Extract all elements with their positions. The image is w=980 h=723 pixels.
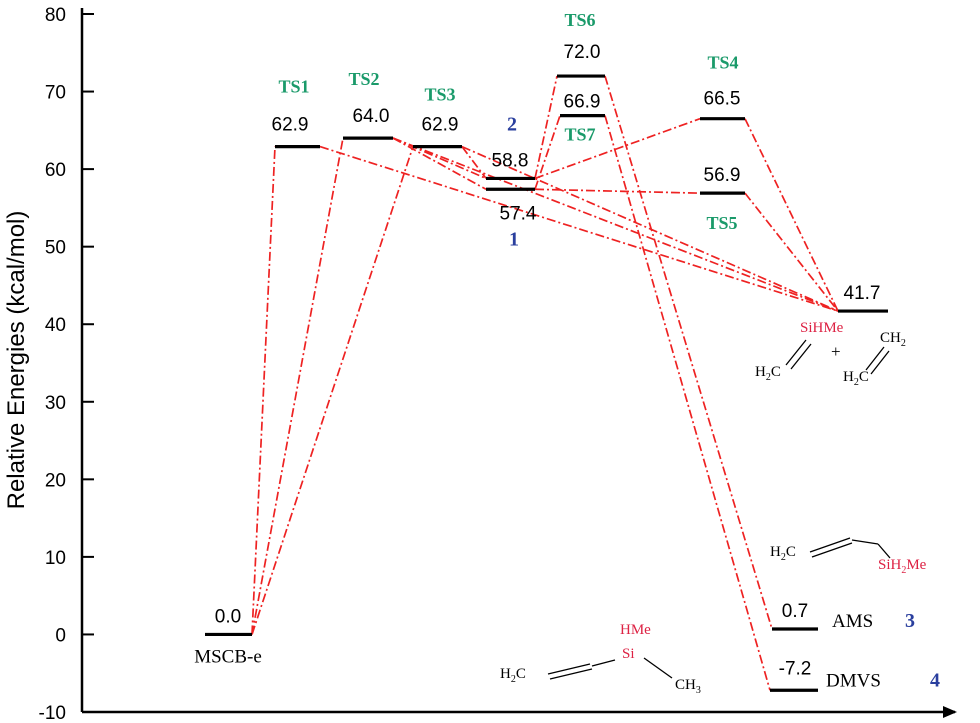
level-name-ts3-0: TS3	[424, 85, 455, 105]
level-value-ts2: 64.0	[353, 106, 390, 127]
level-value-ts7: 66.9	[564, 92, 601, 113]
dmvs-h2c-label: H2C	[500, 666, 526, 685]
y-tick-label: 30	[45, 393, 66, 414]
level-name-ts2-0: TS2	[348, 69, 379, 89]
level-value-ts5: 56.9	[704, 165, 741, 186]
ethylene-bottom-label: H2C	[843, 369, 869, 388]
level-name-ts6-0: TS6	[564, 10, 595, 30]
level-value-dmvs: -7.2	[779, 658, 812, 679]
level-name-dmvs-1: 4	[930, 669, 940, 691]
ams-si-label: SiH2Me	[878, 557, 927, 576]
y-tick-label: 40	[45, 315, 66, 336]
level-name-ams-0: AMS	[832, 611, 873, 632]
level-value-p41: 41.7	[844, 283, 881, 304]
path-connector-i1-ts7	[534, 115, 561, 190]
path-connector-ts2-p41	[392, 137, 839, 312]
dmvs-ch3-label: CH3	[675, 677, 701, 696]
reaction-path-lines	[251, 75, 839, 691]
ams-double-bond-2	[811, 542, 853, 558]
level-name-i1-0: 1	[509, 228, 519, 250]
dmvs-single-bond-2	[643, 657, 673, 679]
level-value-ts1: 62.9	[272, 115, 309, 136]
path-connector-mscb-ts3	[251, 146, 414, 635]
structure-silene-ethylene: SiHMe H2C + CH2 H2C	[755, 320, 906, 388]
level-name-ts4-0: TS4	[707, 53, 738, 73]
y-tick-label: 20	[45, 470, 66, 491]
level-name-mscb-0: MSCB-e	[194, 646, 262, 667]
dmvs-hme-label: HMe	[620, 622, 651, 638]
path-connector-ts4-p41	[744, 118, 839, 312]
ethylene-double-bond-2	[870, 350, 890, 375]
ams-h2c-label: H2C	[770, 544, 796, 563]
level-value-ts6: 72.0	[564, 42, 601, 63]
path-connector-mscb-ts1	[251, 146, 276, 635]
silene-double-bond-2	[790, 343, 812, 370]
species-name-labels: MSCB-e TS1 TS2 TS3 2 1 TS6 TS7 TS4 TS5 AMS 3 DMVS 4	[194, 10, 940, 691]
level-value-ts3: 62.9	[422, 115, 459, 136]
silene-double-bond-1	[785, 339, 807, 366]
dmvs-double-bond-1	[547, 663, 591, 675]
path-connector-ts5-p41	[744, 192, 839, 312]
dmvs-double-bond-2	[549, 668, 593, 680]
ams-single-bond-1	[851, 539, 879, 545]
level-value-ams: 0.7	[782, 601, 808, 622]
path-connector-ts2-i1	[392, 137, 487, 191]
path-connector-i1-ts5	[534, 188, 701, 195]
level-name-ts5-0: TS5	[706, 213, 737, 233]
y-axis-label: Relative Energies (kcal/mol)	[3, 211, 30, 510]
y-tick-label: 10	[45, 548, 66, 569]
energy-levels	[205, 74, 888, 692]
y-tick-label: -10	[39, 703, 66, 723]
y-tick-label: 50	[45, 238, 66, 259]
level-value-i1: 57.4	[500, 203, 537, 224]
y-tick-label: 60	[45, 160, 66, 181]
path-connector-i2-ts6	[534, 75, 558, 179]
path-connector-ts3-p41	[461, 145, 839, 312]
y-tick-label: 0	[55, 625, 66, 646]
path-connector-ts3-i2	[461, 146, 487, 179]
structure-dmvs: H2C HMe Si CH3	[500, 622, 701, 696]
ams-single-bond-2	[877, 543, 891, 559]
dmvs-single-bond-1	[591, 659, 616, 667]
path-connector-ts7-dmvs	[604, 115, 771, 691]
dmvs-si-label: Si	[622, 646, 635, 662]
level-name-ts7-0: TS7	[564, 125, 595, 145]
y-axis-ticks: 80 70 60 50 40 30 20 10 0 -10	[39, 5, 94, 723]
path-connector-ts2-i2	[392, 137, 487, 180]
silene-ch2-label: H2C	[755, 364, 781, 383]
silene-si-label: SiHMe	[800, 320, 844, 336]
structure-ams: H2C SiH2Me	[770, 537, 927, 576]
level-value-mscb: 0.0	[215, 606, 241, 627]
level-name-i2-0: 2	[507, 113, 517, 135]
level-name-dmvs-0: DMVS	[826, 670, 881, 691]
path-connector-ts6-ams	[604, 75, 773, 630]
ams-double-bond-1	[809, 537, 851, 553]
ethylene-top-label: CH2	[880, 330, 906, 349]
level-name-ts1-0: TS1	[278, 77, 309, 97]
level-value-i2: 58.8	[492, 150, 529, 171]
path-connector-ts1-p41	[319, 145, 839, 312]
level-value-ts4: 66.5	[704, 89, 741, 110]
y-tick-label: 80	[45, 5, 66, 26]
path-connector-mscb-ts2	[251, 137, 344, 635]
energy-value-labels: 0.0 62.9 64.0 62.9 58.8 57.4 72.0 66.9 66.5 56.9 4…	[215, 42, 881, 679]
plus-sign: +	[831, 342, 841, 361]
ethylene-double-bond-1	[865, 346, 885, 371]
y-tick-label: 70	[45, 83, 66, 104]
path-connector-i2-ts4	[534, 117, 701, 180]
level-name-ams-1: 3	[905, 610, 915, 632]
